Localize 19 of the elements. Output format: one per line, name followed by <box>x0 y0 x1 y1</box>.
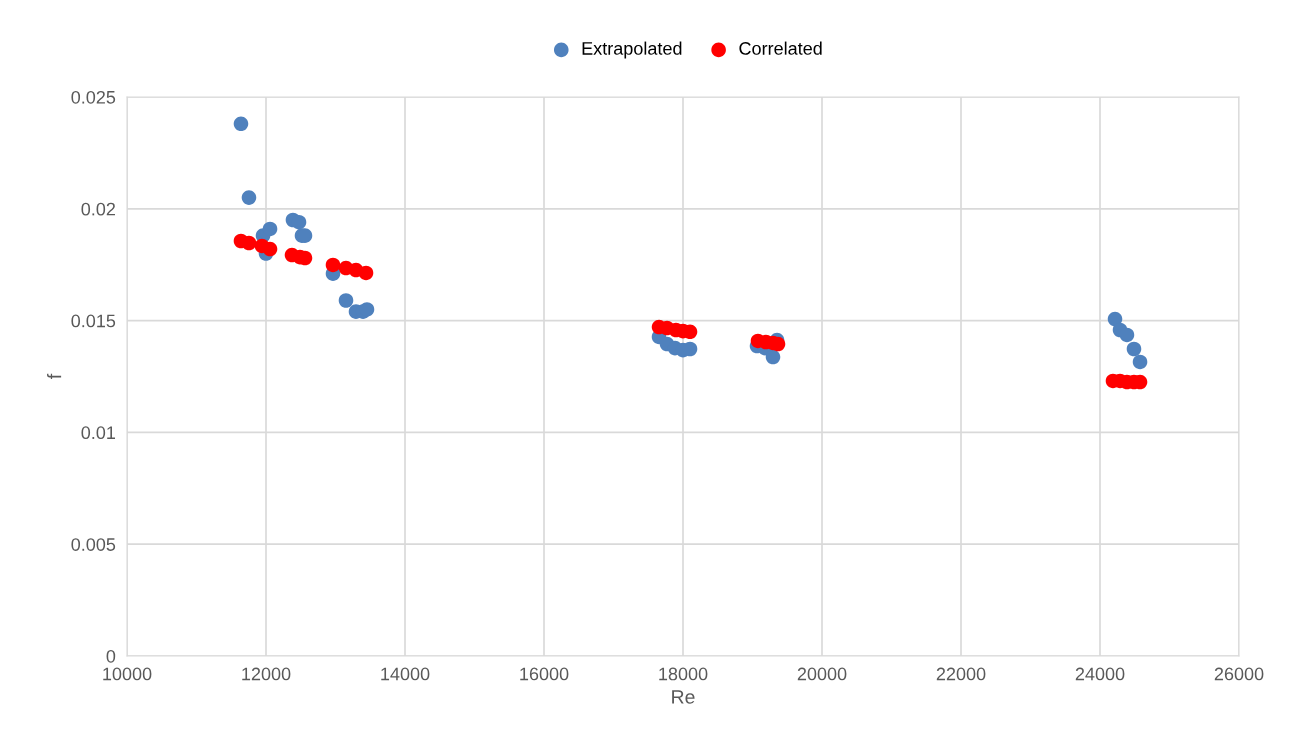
x-axis-title: Re <box>672 690 695 704</box>
x-tick-label: 26000 <box>1214 667 1264 681</box>
y-tick-label: 0 <box>106 649 116 663</box>
x-tick-label: 24000 <box>1075 667 1125 681</box>
legend-label: Correlated <box>739 41 822 55</box>
x-tick-label: 16000 <box>520 667 569 681</box>
y-tick-label: 0.025 <box>71 90 116 104</box>
x-tick-label: 22000 <box>936 667 986 681</box>
x-tick-label: 20000 <box>797 667 847 681</box>
legend-label: Extrapolated <box>582 41 682 59</box>
y-axis-title: f <box>47 373 62 379</box>
y-tick-label: 0.005 <box>71 538 116 551</box>
x-tick-label: 14000 <box>381 667 430 681</box>
x-tick-label: 18000 <box>659 667 708 681</box>
x-tick-label: 12000 <box>242 667 291 681</box>
y-tick-label: 0.015 <box>71 314 116 328</box>
y-tick-label: 0.02 <box>81 202 115 216</box>
x-tick-label: 10000 <box>103 667 152 681</box>
y-tick-label: 0.01 <box>81 426 116 440</box>
